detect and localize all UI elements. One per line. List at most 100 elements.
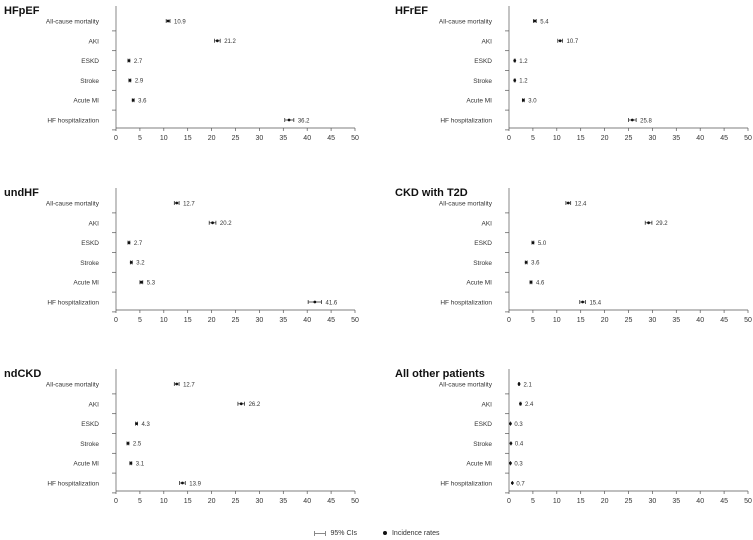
rate-point (166, 19, 170, 23)
value-label: 12.4 (575, 201, 587, 207)
x-tick-label: 40 (696, 135, 704, 142)
rate-point (129, 261, 133, 264)
x-tick-label: 15 (577, 135, 585, 142)
x-tick-label: 5 (138, 135, 142, 142)
rate-point (531, 241, 535, 245)
category-label: Stroke (80, 441, 99, 448)
x-tick-label: 30 (256, 317, 264, 324)
x-tick-label: 30 (256, 498, 264, 505)
x-tick-label: 50 (351, 498, 359, 505)
category-label: ESKD (81, 58, 99, 65)
x-tick-label: 35 (279, 317, 287, 324)
panel-hfref: HFrEF All-cause mortality 5.4 AKI 10.7 ESKD 1.… (395, 5, 752, 142)
ci-bar-icon (313, 530, 326, 536)
x-tick-label: 0 (507, 317, 511, 324)
category-label: AKI (89, 220, 100, 227)
x-tick-label: 10 (160, 135, 168, 142)
x-tick-label: 5 (531, 317, 535, 324)
forest-plot-grid: HFpEF All-cause mortality 10.9 AKI 21.2 ESKD 2… (4, 5, 752, 505)
x-tick-label: 35 (279, 135, 287, 142)
x-tick-label: 10 (160, 498, 168, 505)
value-label: 15.4 (589, 300, 601, 306)
category-label: HF hospitalization (47, 118, 99, 125)
category-label: Acute MI (466, 98, 492, 105)
value-label: 2.4 (525, 402, 534, 408)
rate-point (529, 280, 533, 284)
category-label: Stroke (473, 260, 492, 267)
category-label: Acute MI (466, 280, 492, 287)
rate-point (513, 79, 517, 82)
panel-all-other-patients: All other patients All-cause mortality 2.1… (395, 368, 752, 505)
rate-point (131, 98, 135, 102)
rate-point (509, 442, 513, 445)
rate-point (510, 481, 514, 485)
x-tick-label: 5 (531, 498, 535, 505)
rate-point (128, 79, 132, 82)
x-tick-label: 20 (601, 135, 609, 142)
x-tick-label: 35 (672, 317, 680, 324)
rate-point (517, 382, 521, 386)
value-label: 21.2 (224, 39, 236, 45)
x-tick-label: 15 (184, 317, 192, 324)
x-tick-label: 20 (208, 317, 216, 324)
x-tick-label: 25 (232, 317, 240, 324)
value-label: 41.6 (326, 300, 338, 306)
category-label: ESKD (81, 240, 99, 247)
x-tick-label: 20 (601, 317, 609, 324)
x-tick-label: 40 (696, 498, 704, 505)
category-label: All-cause mortality (46, 201, 100, 208)
rate-point (126, 442, 130, 445)
x-tick-label: 50 (744, 498, 752, 505)
x-tick-label: 25 (625, 135, 633, 142)
x-tick-label: 35 (672, 498, 680, 505)
rate-point (509, 422, 512, 425)
category-label: Stroke (473, 441, 492, 448)
value-label: 4.6 (536, 281, 545, 287)
value-label: 0.3 (514, 462, 523, 468)
x-tick-label: 15 (184, 135, 192, 142)
category-label: AKI (482, 38, 493, 45)
category-label: ESKD (474, 58, 492, 65)
category-label: HF hospitalization (440, 300, 492, 307)
x-tick-label: 30 (649, 135, 657, 142)
value-label: 10.7 (567, 39, 579, 45)
category-label: All-cause mortality (439, 201, 493, 208)
value-label: 4.3 (142, 422, 151, 428)
category-label: ESKD (474, 240, 492, 247)
value-label: 0.3 (514, 422, 523, 428)
value-label: 12.7 (183, 382, 195, 388)
rate-point (287, 118, 291, 122)
x-tick-label: 45 (327, 317, 335, 324)
value-label: 5.3 (147, 281, 156, 287)
rate-point (313, 300, 317, 304)
rate-point (239, 402, 243, 406)
x-tick-label: 40 (303, 317, 311, 324)
category-label: Stroke (80, 78, 99, 85)
category-label: All-cause mortality (439, 19, 493, 26)
x-tick-label: 45 (720, 135, 728, 142)
category-label: Acute MI (73, 280, 99, 287)
panel-title: HFrEF (395, 5, 428, 17)
legend-item-ci: 95% CIs (313, 530, 357, 537)
x-tick-label: 50 (744, 317, 752, 324)
rate-point (215, 39, 219, 43)
legend-point-label: Incidence rates (391, 529, 440, 537)
category-label: ESKD (474, 421, 492, 428)
rate-point (181, 481, 184, 485)
category-label: Acute MI (466, 461, 492, 468)
category-label: Stroke (473, 78, 492, 85)
category-label: AKI (89, 38, 100, 45)
rate-point (519, 402, 522, 406)
x-tick-label: 30 (256, 135, 264, 142)
rate-point (521, 98, 525, 102)
value-label: 12.7 (183, 201, 195, 207)
value-label: 3.1 (136, 462, 145, 468)
rate-point (211, 221, 214, 225)
category-label: Stroke (80, 260, 99, 267)
x-tick-label: 10 (553, 498, 561, 505)
x-tick-label: 35 (279, 498, 287, 505)
value-label: 10.9 (174, 19, 186, 25)
panel-title: HFpEF (4, 5, 40, 17)
value-label: 36.2 (298, 118, 310, 124)
panel-ckd-with-t2d: CKD with T2D All-cause mortality 12.4 AKI 29… (395, 187, 752, 324)
